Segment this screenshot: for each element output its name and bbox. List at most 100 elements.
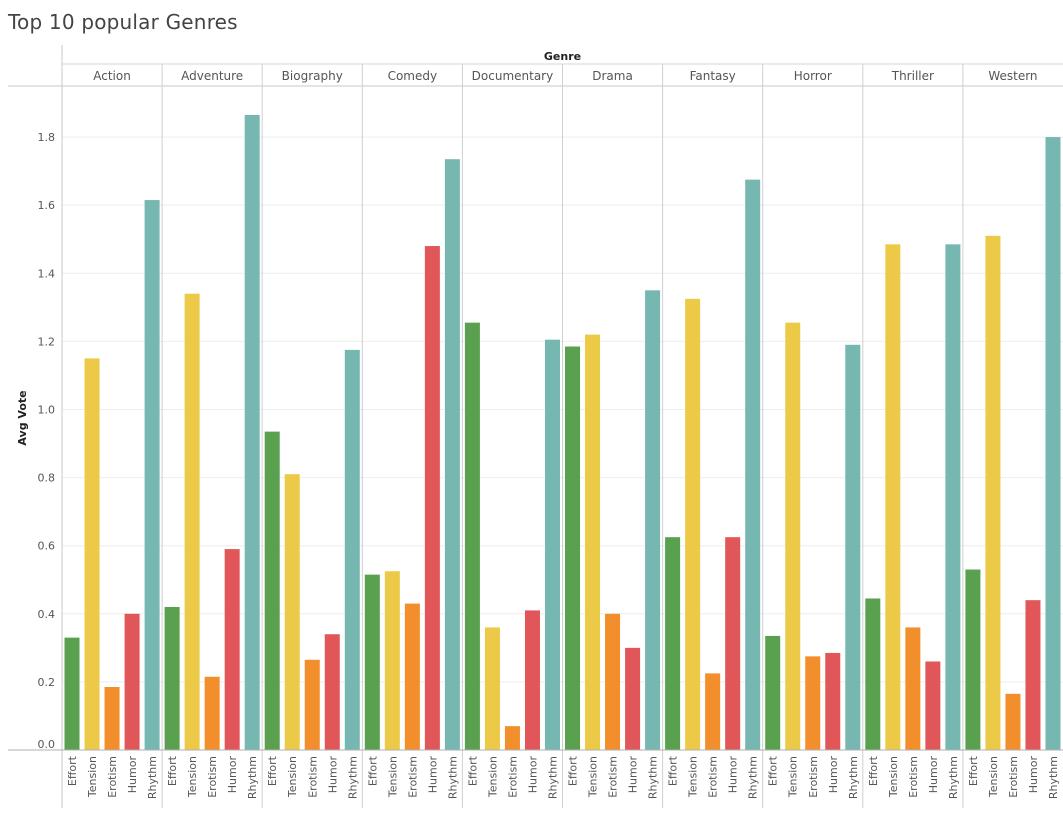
bar-drama-humor <box>625 647 641 750</box>
category-label: Humor <box>126 756 139 794</box>
category-label: Humor <box>226 756 239 794</box>
bar-adventure-humor <box>224 549 240 750</box>
category-label: Tension <box>86 756 99 798</box>
panel-label-action: Action <box>93 69 131 83</box>
y-tick-label: 1.8 <box>38 131 56 144</box>
category-label: Humor <box>827 756 840 794</box>
category-label: Tension <box>286 756 299 798</box>
bar-comedy-rhythm <box>444 159 460 750</box>
category-label: Effort <box>667 755 680 786</box>
y-tick-label: 0.4 <box>38 608 56 621</box>
bar-action-effort <box>64 637 80 750</box>
bar-documentary-effort <box>464 322 480 750</box>
bar-comedy-effort <box>364 574 380 750</box>
category-label: Erotism <box>607 756 620 798</box>
bar-drama-effort <box>565 346 581 750</box>
bar-fantasy-erotism <box>705 673 721 750</box>
category-label: Rhythm <box>346 756 359 799</box>
category-label: Effort <box>767 755 780 786</box>
category-label: Tension <box>687 756 700 798</box>
bar-thriller-tension <box>885 244 901 751</box>
panel-label-thriller: Thriller <box>891 69 934 83</box>
category-label: Erotism <box>206 756 219 798</box>
y-tick-label: 1.0 <box>38 403 56 416</box>
bar-western-tension <box>985 235 1001 751</box>
category-label: Erotism <box>406 756 419 798</box>
category-label: Erotism <box>707 756 720 798</box>
panel-label-adventure: Adventure <box>181 69 243 83</box>
bar-adventure-erotism <box>204 676 220 750</box>
category-label: Rhythm <box>1047 756 1060 799</box>
bar-thriller-humor <box>925 661 941 750</box>
bar-comedy-tension <box>384 571 400 750</box>
category-label: Tension <box>587 756 600 798</box>
bar-drama-rhythm <box>645 290 661 750</box>
category-label: Effort <box>867 755 880 786</box>
bar-action-tension <box>84 358 100 750</box>
bar-fantasy-rhythm <box>745 179 761 751</box>
bar-drama-erotism <box>605 613 621 750</box>
category-label: Tension <box>486 756 499 798</box>
bar-thriller-erotism <box>905 627 921 750</box>
bar-horror-effort <box>765 635 781 750</box>
bar-western-humor <box>1025 600 1041 750</box>
bar-fantasy-effort <box>665 537 681 750</box>
bar-documentary-tension <box>484 627 500 750</box>
category-label: Humor <box>426 756 439 794</box>
category-label: Erotism <box>106 756 119 798</box>
bar-western-effort <box>965 569 981 750</box>
bar-horror-tension <box>785 322 801 750</box>
bar-fantasy-tension <box>685 298 701 750</box>
panel-label-biography: Biography <box>282 69 343 83</box>
bar-adventure-rhythm <box>244 114 260 750</box>
category-label: Erotism <box>506 756 519 798</box>
y-axis-label: Avg Vote <box>16 390 29 445</box>
category-label: Rhythm <box>146 756 159 799</box>
bar-comedy-humor <box>424 246 440 751</box>
category-label: Effort <box>967 755 980 786</box>
chart-title: Top 10 popular Genres <box>8 10 238 34</box>
category-label: Rhythm <box>446 756 459 799</box>
category-label: Effort <box>266 755 279 786</box>
panel-label-fantasy: Fantasy <box>690 69 736 83</box>
bar-thriller-effort <box>865 598 881 750</box>
bar-biography-tension <box>284 474 300 750</box>
category-label: Rhythm <box>246 756 259 799</box>
bar-horror-humor <box>825 652 841 750</box>
panel-label-drama: Drama <box>592 69 633 83</box>
bar-action-erotism <box>104 687 120 750</box>
bar-thriller-rhythm <box>945 244 961 751</box>
bar-fantasy-humor <box>725 537 741 750</box>
panel-label-comedy: Comedy <box>388 69 438 83</box>
category-label: Tension <box>987 756 1000 798</box>
category-label: Humor <box>627 756 640 794</box>
category-label: Humor <box>326 756 339 794</box>
bar-drama-tension <box>585 334 601 750</box>
bar-documentary-erotism <box>504 726 520 750</box>
panel-label-horror: Horror <box>794 69 832 83</box>
bar-western-rhythm <box>1045 137 1061 751</box>
category-label: Effort <box>366 755 379 786</box>
category-label: Humor <box>727 756 740 794</box>
bar-documentary-rhythm <box>544 339 560 750</box>
y-tick-label: 0.6 <box>38 540 56 553</box>
y-tick-label: 0.0 <box>38 738 56 751</box>
panel-label-western: Western <box>988 69 1037 83</box>
bar-biography-erotism <box>304 659 320 750</box>
category-label: Effort <box>66 755 79 786</box>
bar-documentary-humor <box>524 610 540 750</box>
bar-adventure-effort <box>164 606 180 750</box>
y-tick-label: 0.8 <box>38 472 56 485</box>
bar-adventure-tension <box>184 293 200 750</box>
category-label: Effort <box>166 755 179 786</box>
bar-biography-rhythm <box>344 349 360 750</box>
category-label: Humor <box>927 756 940 794</box>
category-label: Rhythm <box>947 756 960 799</box>
category-label: Humor <box>526 756 539 794</box>
category-label: Erotism <box>907 756 920 798</box>
bar-comedy-erotism <box>404 603 420 750</box>
category-label: Rhythm <box>747 756 760 799</box>
category-label: Tension <box>386 756 399 798</box>
